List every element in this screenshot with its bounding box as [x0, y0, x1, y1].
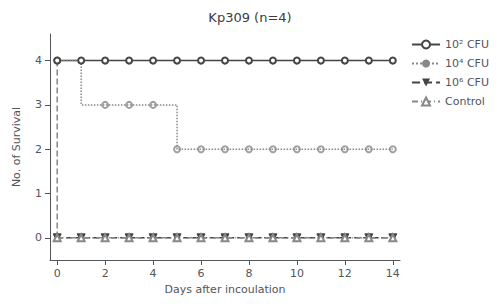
svg-text:10: 10 — [290, 267, 304, 280]
svg-text:2: 2 — [35, 143, 42, 156]
svg-text:10² CFU: 10² CFU — [445, 38, 489, 51]
svg-text:4: 4 — [150, 267, 157, 280]
svg-text:4: 4 — [35, 54, 42, 67]
svg-text:No. of Survival: No. of Survival — [10, 107, 23, 187]
svg-text:8: 8 — [245, 267, 252, 280]
svg-text:2: 2 — [102, 267, 109, 280]
svg-text:0: 0 — [35, 231, 42, 244]
svg-text:6: 6 — [198, 267, 205, 280]
svg-text:12: 12 — [338, 267, 352, 280]
svg-text:10⁴ CFU: 10⁴ CFU — [445, 57, 489, 70]
svg-text:14: 14 — [386, 267, 400, 280]
svg-text:10⁶ CFU: 10⁶ CFU — [445, 76, 489, 89]
svg-text:Control: Control — [445, 95, 485, 108]
svg-text:0: 0 — [54, 267, 61, 280]
svg-text:Kp309 (n=4): Kp309 (n=4) — [208, 10, 291, 25]
svg-text:Days after incoulation: Days after incoulation — [164, 283, 285, 296]
svg-text:1: 1 — [35, 187, 42, 200]
svg-text:3: 3 — [35, 98, 42, 111]
